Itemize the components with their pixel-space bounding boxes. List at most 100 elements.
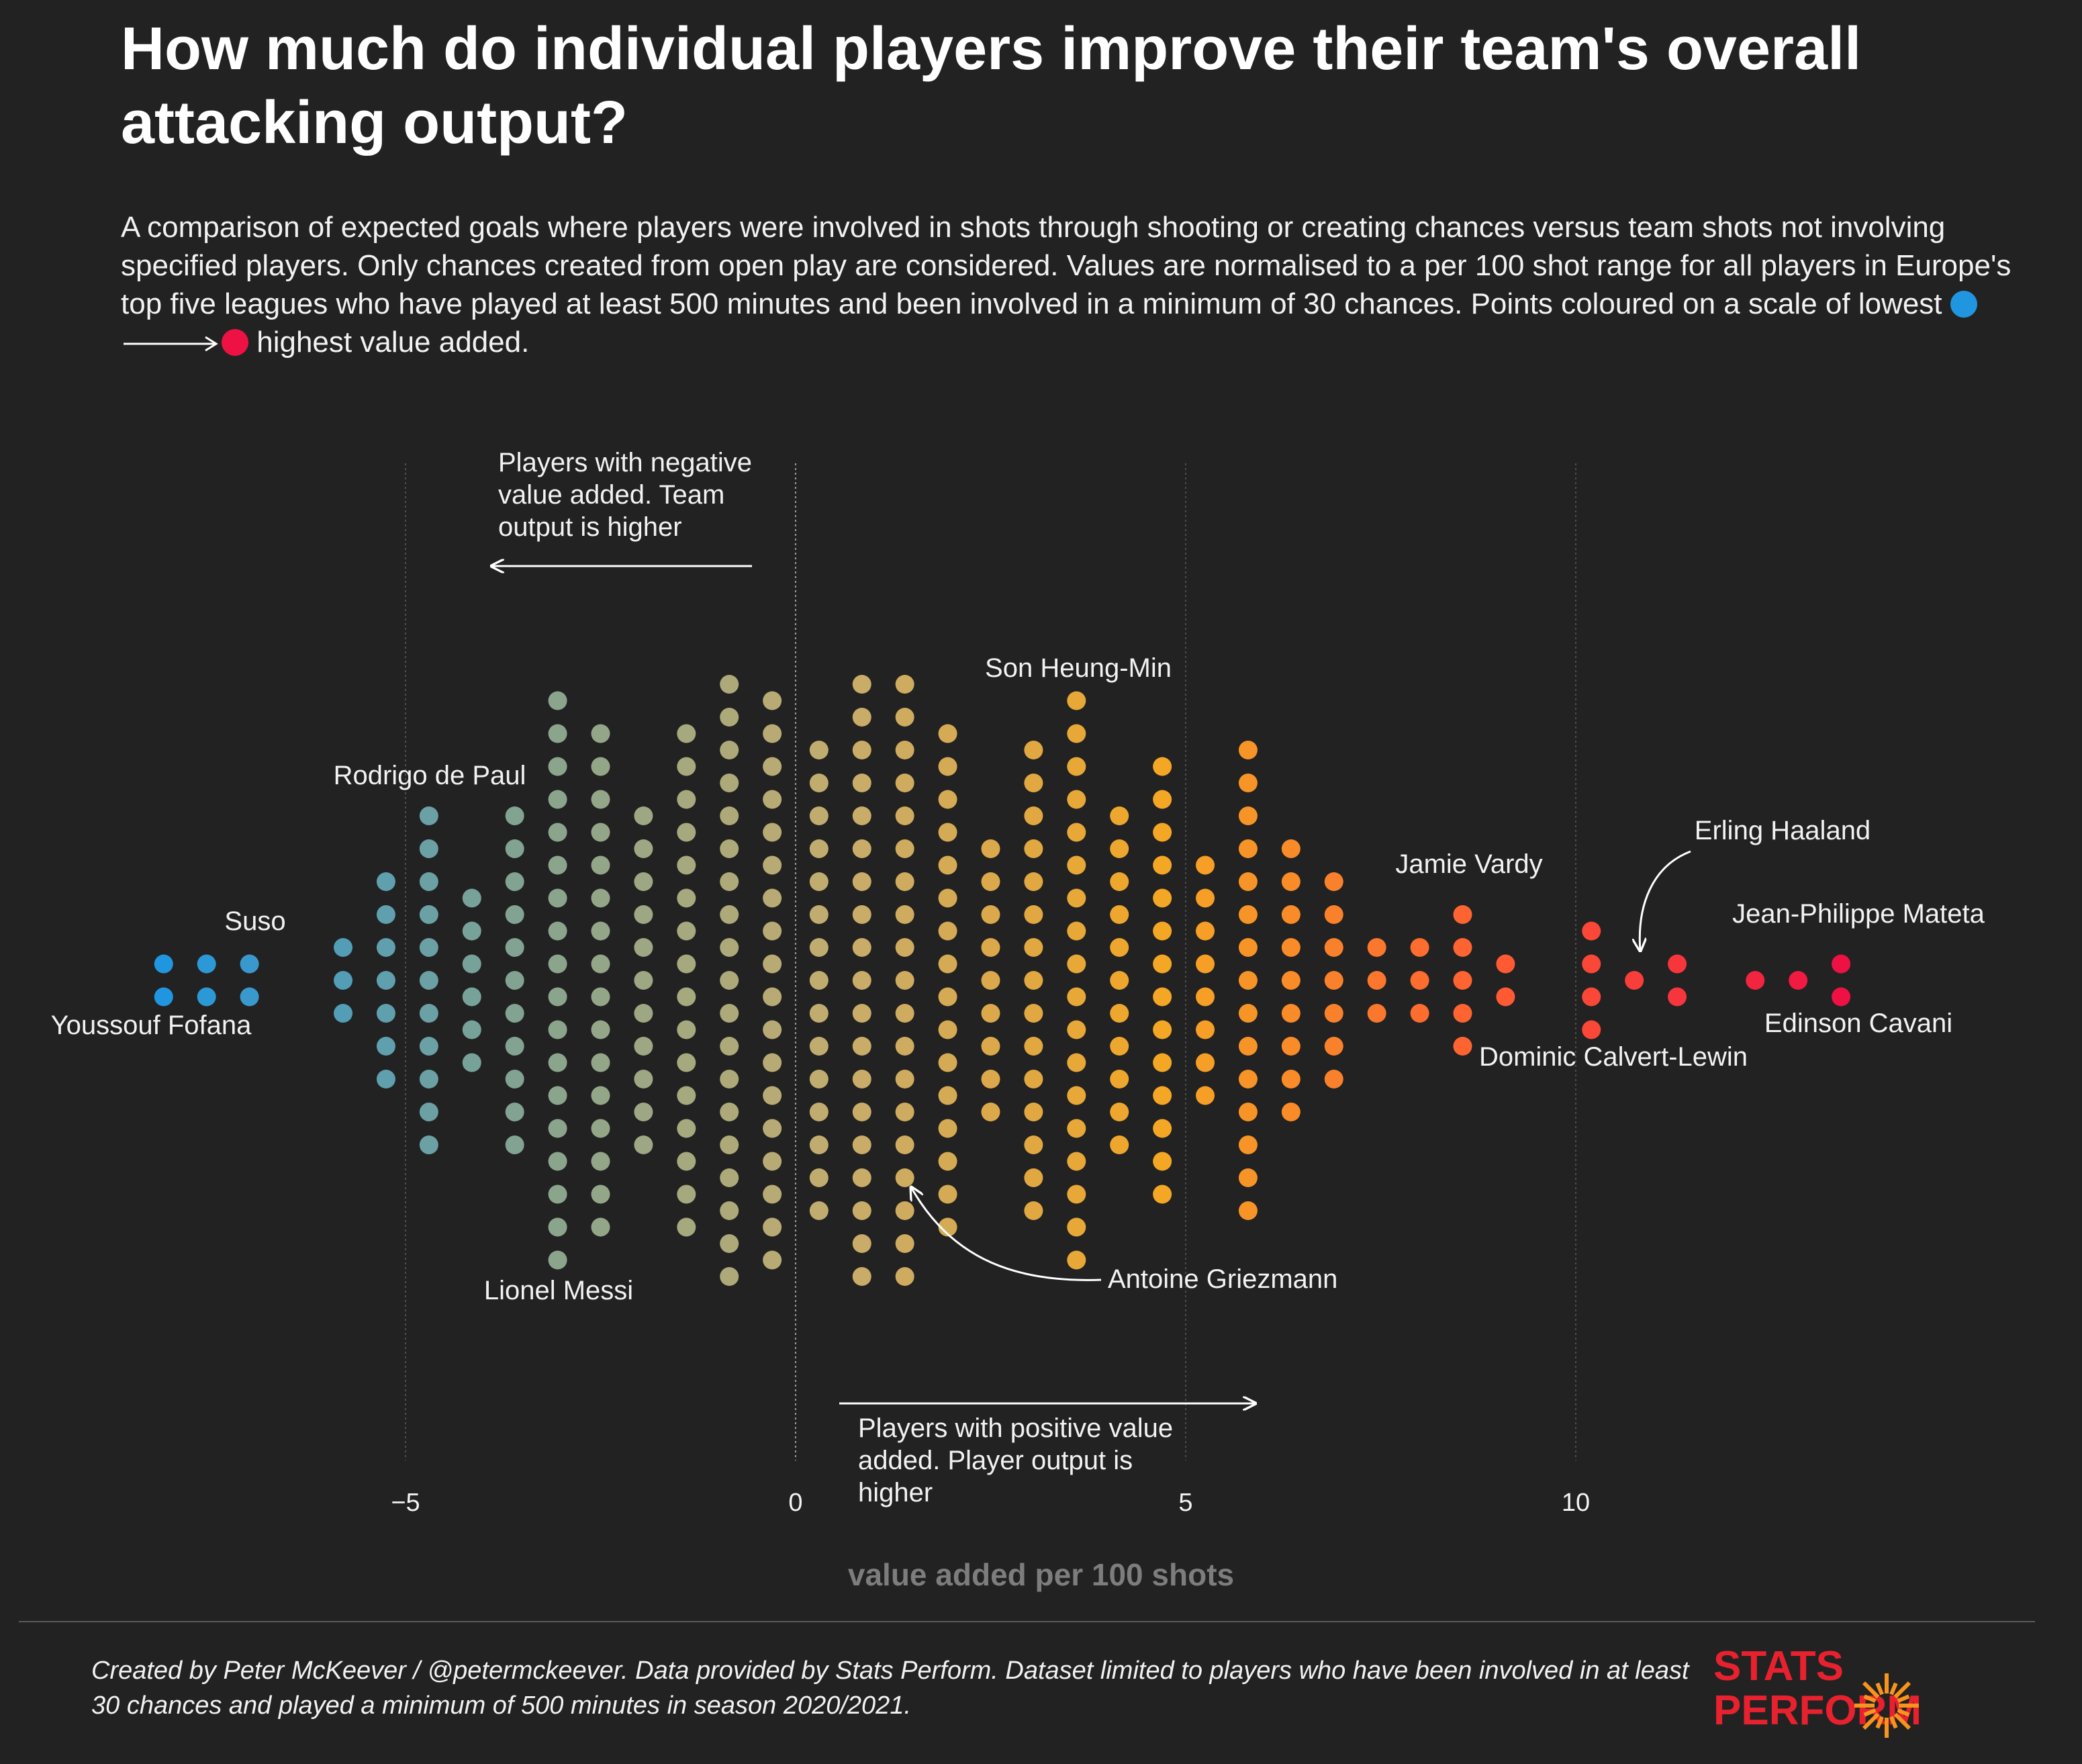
player-dot xyxy=(1067,1250,1086,1270)
player-dot xyxy=(419,1070,438,1088)
player-dot xyxy=(548,1152,567,1171)
player-dot xyxy=(895,708,914,727)
player-dot xyxy=(334,1004,353,1023)
player-dot xyxy=(419,872,438,891)
player-dot xyxy=(720,1168,739,1187)
player-dot xyxy=(505,1004,524,1023)
player-dot xyxy=(981,971,1000,990)
player-dot xyxy=(1196,1086,1215,1105)
player-dot xyxy=(334,938,353,957)
player-dot xyxy=(763,1086,782,1105)
player-dot xyxy=(763,757,782,776)
player-dot xyxy=(720,1037,739,1056)
player-dot xyxy=(895,872,914,891)
player-dot xyxy=(938,1185,957,1204)
player-dot xyxy=(852,839,871,858)
player-dot xyxy=(240,954,259,974)
player-dot xyxy=(763,1250,782,1270)
player-dot xyxy=(809,1135,829,1154)
player-dot xyxy=(809,1037,829,1056)
player-dot xyxy=(1153,855,1172,875)
player-dot xyxy=(720,839,739,858)
player-dot xyxy=(1238,971,1258,990)
player-dot xyxy=(1238,1103,1258,1121)
stats-perform-logo: STATS PERFORM xyxy=(1713,1643,1922,1738)
player-dot xyxy=(634,938,653,957)
player-dot xyxy=(852,708,871,727)
player-dot xyxy=(677,1217,696,1237)
player-dot xyxy=(1024,971,1043,990)
player-dot xyxy=(1067,888,1086,908)
player-dot xyxy=(895,675,914,694)
player-dot xyxy=(548,921,567,941)
player-dot xyxy=(548,987,567,1007)
player-dot xyxy=(809,1168,829,1187)
player-dot xyxy=(1153,1086,1172,1105)
player-dot xyxy=(809,1004,829,1023)
player-dot xyxy=(1238,1168,1258,1187)
player-dot xyxy=(677,757,696,776)
player-dot xyxy=(763,1119,782,1138)
player-dot xyxy=(1196,1020,1215,1039)
player-dot xyxy=(1238,938,1258,957)
player-dot xyxy=(1110,905,1129,924)
player-dot xyxy=(1196,987,1215,1007)
player-dot xyxy=(1110,872,1129,891)
player-dot xyxy=(505,1135,524,1154)
player-dot xyxy=(1410,1004,1429,1023)
player-dot xyxy=(548,1217,567,1237)
player-dot xyxy=(1196,888,1215,908)
player-dot xyxy=(1453,938,1472,957)
player-dot xyxy=(763,724,782,743)
player-dot xyxy=(1153,790,1172,809)
player-dot xyxy=(419,1037,438,1056)
player-dot xyxy=(1238,1070,1258,1088)
player-dot xyxy=(1196,855,1215,875)
player-dot xyxy=(1067,724,1086,743)
player-dot xyxy=(1367,1004,1386,1023)
player-dot xyxy=(1153,823,1172,842)
x-axis-title: value added per 100 shots xyxy=(847,1557,1235,1592)
player-dot xyxy=(419,806,438,825)
sunburst-icon xyxy=(1854,1673,1919,1738)
player-dot xyxy=(1067,757,1086,776)
player-dot xyxy=(1024,1168,1043,1187)
player-dot xyxy=(1281,872,1300,891)
player-dot xyxy=(548,1086,567,1105)
player-dot xyxy=(1196,954,1215,974)
player-dot xyxy=(591,888,610,908)
player-dot xyxy=(852,1103,871,1121)
player-dot xyxy=(1067,823,1086,842)
player-dot xyxy=(895,1201,914,1220)
player-dot xyxy=(981,905,1000,924)
player-dot xyxy=(376,1037,395,1056)
player-dot xyxy=(1110,1103,1129,1121)
player-dot xyxy=(1196,1053,1215,1072)
player-dot xyxy=(419,938,438,957)
player-dot xyxy=(1410,938,1429,957)
player-dot xyxy=(720,1070,739,1088)
player-dot xyxy=(591,1053,610,1072)
player-dot xyxy=(1153,1119,1172,1138)
player-dot xyxy=(1453,971,1472,990)
player-dot xyxy=(1024,872,1043,891)
player-dot xyxy=(197,954,216,974)
player-annotation: Son Heung-Min xyxy=(985,653,1172,683)
player-dot xyxy=(1453,1037,1472,1056)
player-dot xyxy=(1324,1037,1343,1056)
player-dot xyxy=(938,1217,957,1237)
player-dot xyxy=(852,938,871,957)
player-dot xyxy=(852,675,871,694)
subtitle-text-end: highest value added. xyxy=(256,326,530,359)
player-dot xyxy=(809,1103,829,1121)
player-dot xyxy=(938,790,957,809)
player-dot xyxy=(505,839,524,858)
player-dot xyxy=(981,839,1000,858)
player-dot xyxy=(938,1119,957,1138)
player-dot xyxy=(1668,987,1687,1007)
player-dot xyxy=(1832,954,1851,974)
player-dot xyxy=(1281,905,1300,924)
player-dot xyxy=(1067,1152,1086,1171)
player-dot xyxy=(1067,987,1086,1007)
player-dot xyxy=(677,1152,696,1171)
